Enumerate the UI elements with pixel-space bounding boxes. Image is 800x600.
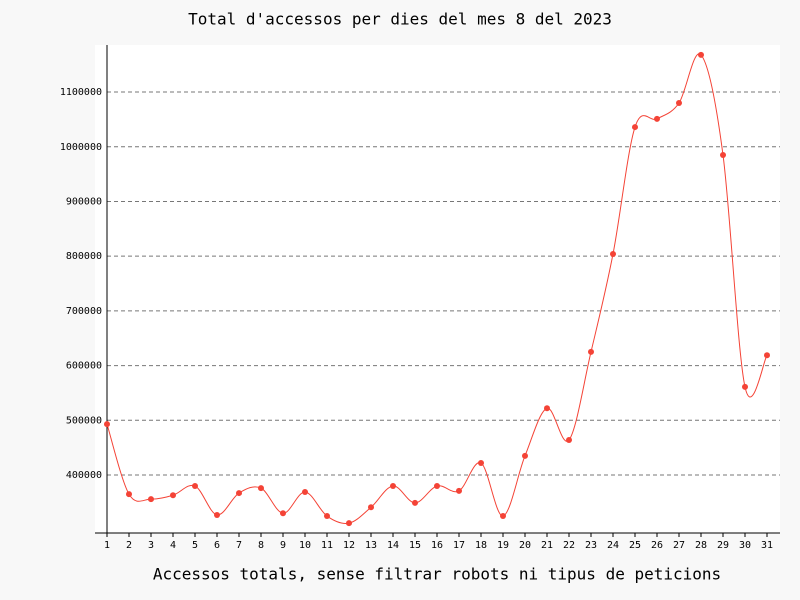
- x-tick-label: 9: [280, 540, 286, 551]
- point: [390, 482, 396, 489]
- point: [764, 352, 770, 359]
- x-tick-label: 10: [299, 540, 311, 551]
- point: [192, 482, 198, 489]
- point: [698, 51, 704, 58]
- x-tick-label: 27: [673, 540, 685, 551]
- x-tick-label: 11: [321, 540, 333, 551]
- point: [566, 436, 572, 443]
- point: [478, 459, 484, 466]
- x-tick-label: 16: [431, 540, 443, 551]
- point: [654, 115, 660, 122]
- point: [280, 510, 286, 517]
- plot-area: [95, 45, 780, 533]
- point: [742, 383, 748, 390]
- y-tick-label: 1000000: [60, 142, 102, 153]
- x-tick-label: 8: [258, 540, 264, 551]
- x-tick-label: 17: [453, 540, 465, 551]
- x-tick-label: 21: [541, 540, 553, 551]
- point: [632, 124, 638, 131]
- y-tick-label: 900000: [66, 196, 102, 207]
- point: [368, 504, 374, 511]
- x-tick-label: 15: [409, 540, 421, 551]
- x-tick-label: 20: [519, 540, 531, 551]
- point: [214, 511, 220, 518]
- x-tick-label: 4: [170, 540, 176, 551]
- x-tick-label: 19: [497, 540, 509, 551]
- y-tick-label: 500000: [66, 415, 102, 426]
- point: [720, 151, 726, 158]
- x-tick-label: 26: [651, 540, 663, 551]
- point: [170, 492, 176, 499]
- x-tick-label: 25: [629, 540, 641, 551]
- point: [324, 513, 330, 520]
- x-tick-label: 31: [761, 540, 773, 551]
- point: [104, 421, 110, 428]
- chart-title: Total d'accessos per dies del mes 8 del …: [188, 10, 612, 29]
- x-tick-label: 18: [475, 540, 487, 551]
- y-tick-label: 700000: [66, 306, 102, 317]
- x-tick-label: 29: [717, 540, 729, 551]
- x-tick-label: 7: [236, 540, 242, 551]
- x-axis-title: Accessos totals, sense filtrar robots ni…: [153, 565, 721, 584]
- y-tick-label: 600000: [66, 361, 102, 372]
- point: [302, 488, 308, 495]
- x-tick-label: 30: [739, 540, 751, 551]
- point: [236, 490, 242, 497]
- point: [126, 491, 132, 498]
- y-tick-label: 1100000: [60, 87, 102, 98]
- x-tick-label: 13: [365, 540, 377, 551]
- point: [500, 513, 506, 520]
- x-tick-label: 6: [214, 540, 220, 551]
- x-tick-label: 28: [695, 540, 707, 551]
- y-tick-label: 800000: [66, 251, 102, 262]
- point: [610, 250, 616, 257]
- x-tick-label: 12: [343, 540, 355, 551]
- point: [456, 487, 462, 494]
- x-tick-label: 3: [148, 540, 154, 551]
- x-tick-label: 23: [585, 540, 597, 551]
- point: [412, 499, 418, 506]
- point: [148, 496, 154, 503]
- x-tick-label: 2: [126, 540, 132, 551]
- point: [588, 348, 594, 355]
- x-tick-label: 1: [104, 540, 110, 551]
- point: [522, 452, 528, 459]
- point: [544, 405, 550, 412]
- y-tick-label: 400000: [66, 470, 102, 481]
- point: [258, 485, 264, 492]
- point: [434, 482, 440, 489]
- x-tick-label: 14: [387, 540, 399, 551]
- x-tick-label: 22: [563, 540, 575, 551]
- x-tick-label: 24: [607, 540, 619, 551]
- point: [676, 99, 682, 106]
- point: [346, 520, 352, 527]
- x-tick-label: 5: [192, 540, 198, 551]
